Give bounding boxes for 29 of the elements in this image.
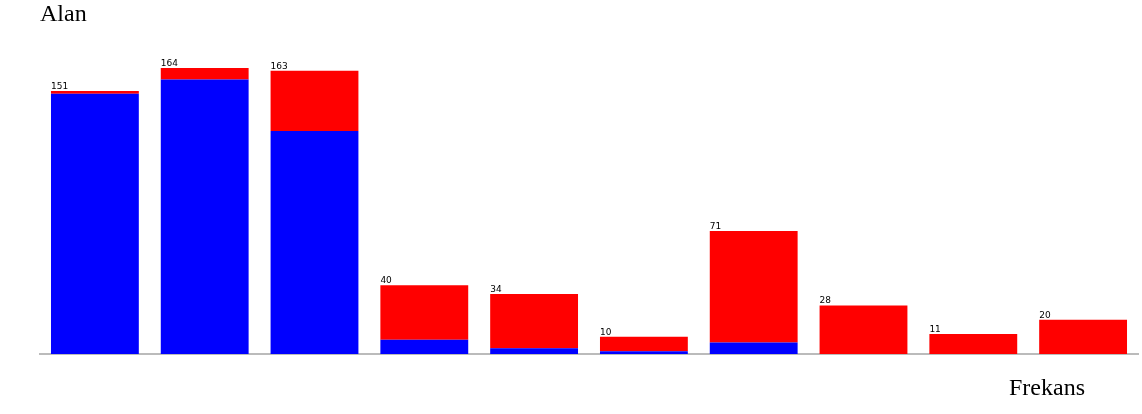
text: 164 [160,57,179,68]
bar [490,293,579,349]
bar [380,339,469,354]
bar [270,70,359,131]
y-axis-title: Alan [40,0,87,27]
bar [709,342,798,354]
bar [380,285,469,340]
bar [599,336,688,352]
bar [50,93,139,354]
annotation: 11 [929,323,941,334]
bar [160,79,249,354]
x-axis-title: Frekans [1009,374,1085,401]
bar [929,333,1018,354]
bar [160,68,249,80]
annotation: 151 [50,80,69,91]
bar [1039,319,1128,354]
annotation: 71 [709,220,722,231]
annotation: 163 [270,60,288,71]
bar [50,90,139,94]
bar [819,305,908,354]
annotation: 28 [819,295,832,306]
annotation: 34 [490,283,502,294]
bar [709,231,798,343]
annotation: 10 [599,326,612,337]
bar [270,130,359,354]
annotation: 40 [380,275,393,286]
annotation: 20 [1039,309,1051,320]
bar [599,351,688,354]
bar [490,348,579,354]
